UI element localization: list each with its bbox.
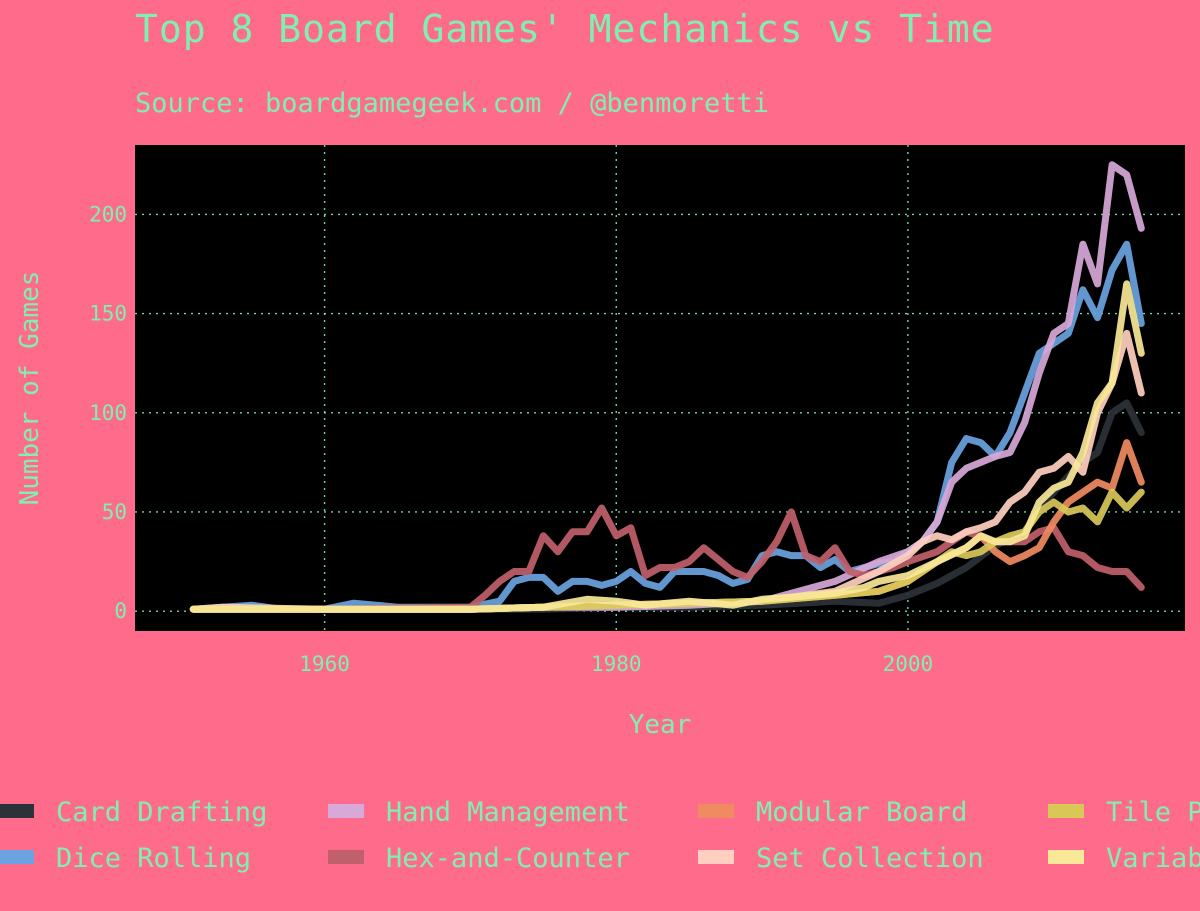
y-axis-label: Number of Games [15,271,45,506]
legend-item: Set Collection [698,843,984,874]
y-tick-label: 150 [89,302,127,326]
legend-label: Modular Board [756,797,967,828]
x-tick-label: 1980 [591,652,642,676]
legend-item: Card Drafting [0,797,267,828]
legend-label: Set Collection [756,843,984,874]
x-axis-label: Year [629,710,692,740]
series-line-variable-player-powers [189,280,1145,613]
legend-label: Card Drafting [56,797,267,828]
x-tick-label: 2000 [883,652,934,676]
legend-item: Hex-and-Counter [328,843,630,874]
series-line-hex-and-counter [189,504,1145,613]
series-line-dice-rolling [189,240,1145,613]
legend-swatch [698,850,734,864]
legend-item: Tile Placement [1048,797,1200,828]
legend-item: Hand Management [328,797,630,828]
legend-label: Hand Management [386,797,630,828]
y-tick-label: 200 [89,202,127,226]
legend-swatch [0,850,34,864]
y-tick-label: 0 [114,599,127,623]
plot-area [135,145,1185,631]
legend-swatch [0,804,34,818]
legend-item: Modular Board [698,797,967,828]
legend-swatch [1048,804,1084,818]
chart-subtitle: Source: boardgamegeek.com / @benmoretti [135,88,769,119]
legend-label: Dice Rolling [56,843,251,874]
legend-swatch [698,804,734,818]
legend-swatch [1048,850,1084,864]
x-tick-label: 1960 [299,652,350,676]
y-tick-label: 50 [102,500,127,524]
legend-label: Tile Placement [1106,797,1200,828]
legend-item: Dice Rolling [0,843,251,874]
legend-swatch [328,850,364,864]
legend-item: Variable Player Powers [1048,843,1200,874]
series-lines [189,161,1145,613]
tick-labels: 0 50 100 150 200 1960 1980 2000 [89,202,933,676]
legend-label: Variable Player Powers [1106,843,1200,874]
legend: Card Drafting Dice Rolling Hand Management… [0,797,1200,874]
y-tick-label: 100 [89,401,127,425]
legend-swatch [328,804,364,818]
chart-title: Top 8 Board Games' Mechanics vs Time [135,7,995,51]
legend-label: Hex-and-Counter [386,843,630,874]
